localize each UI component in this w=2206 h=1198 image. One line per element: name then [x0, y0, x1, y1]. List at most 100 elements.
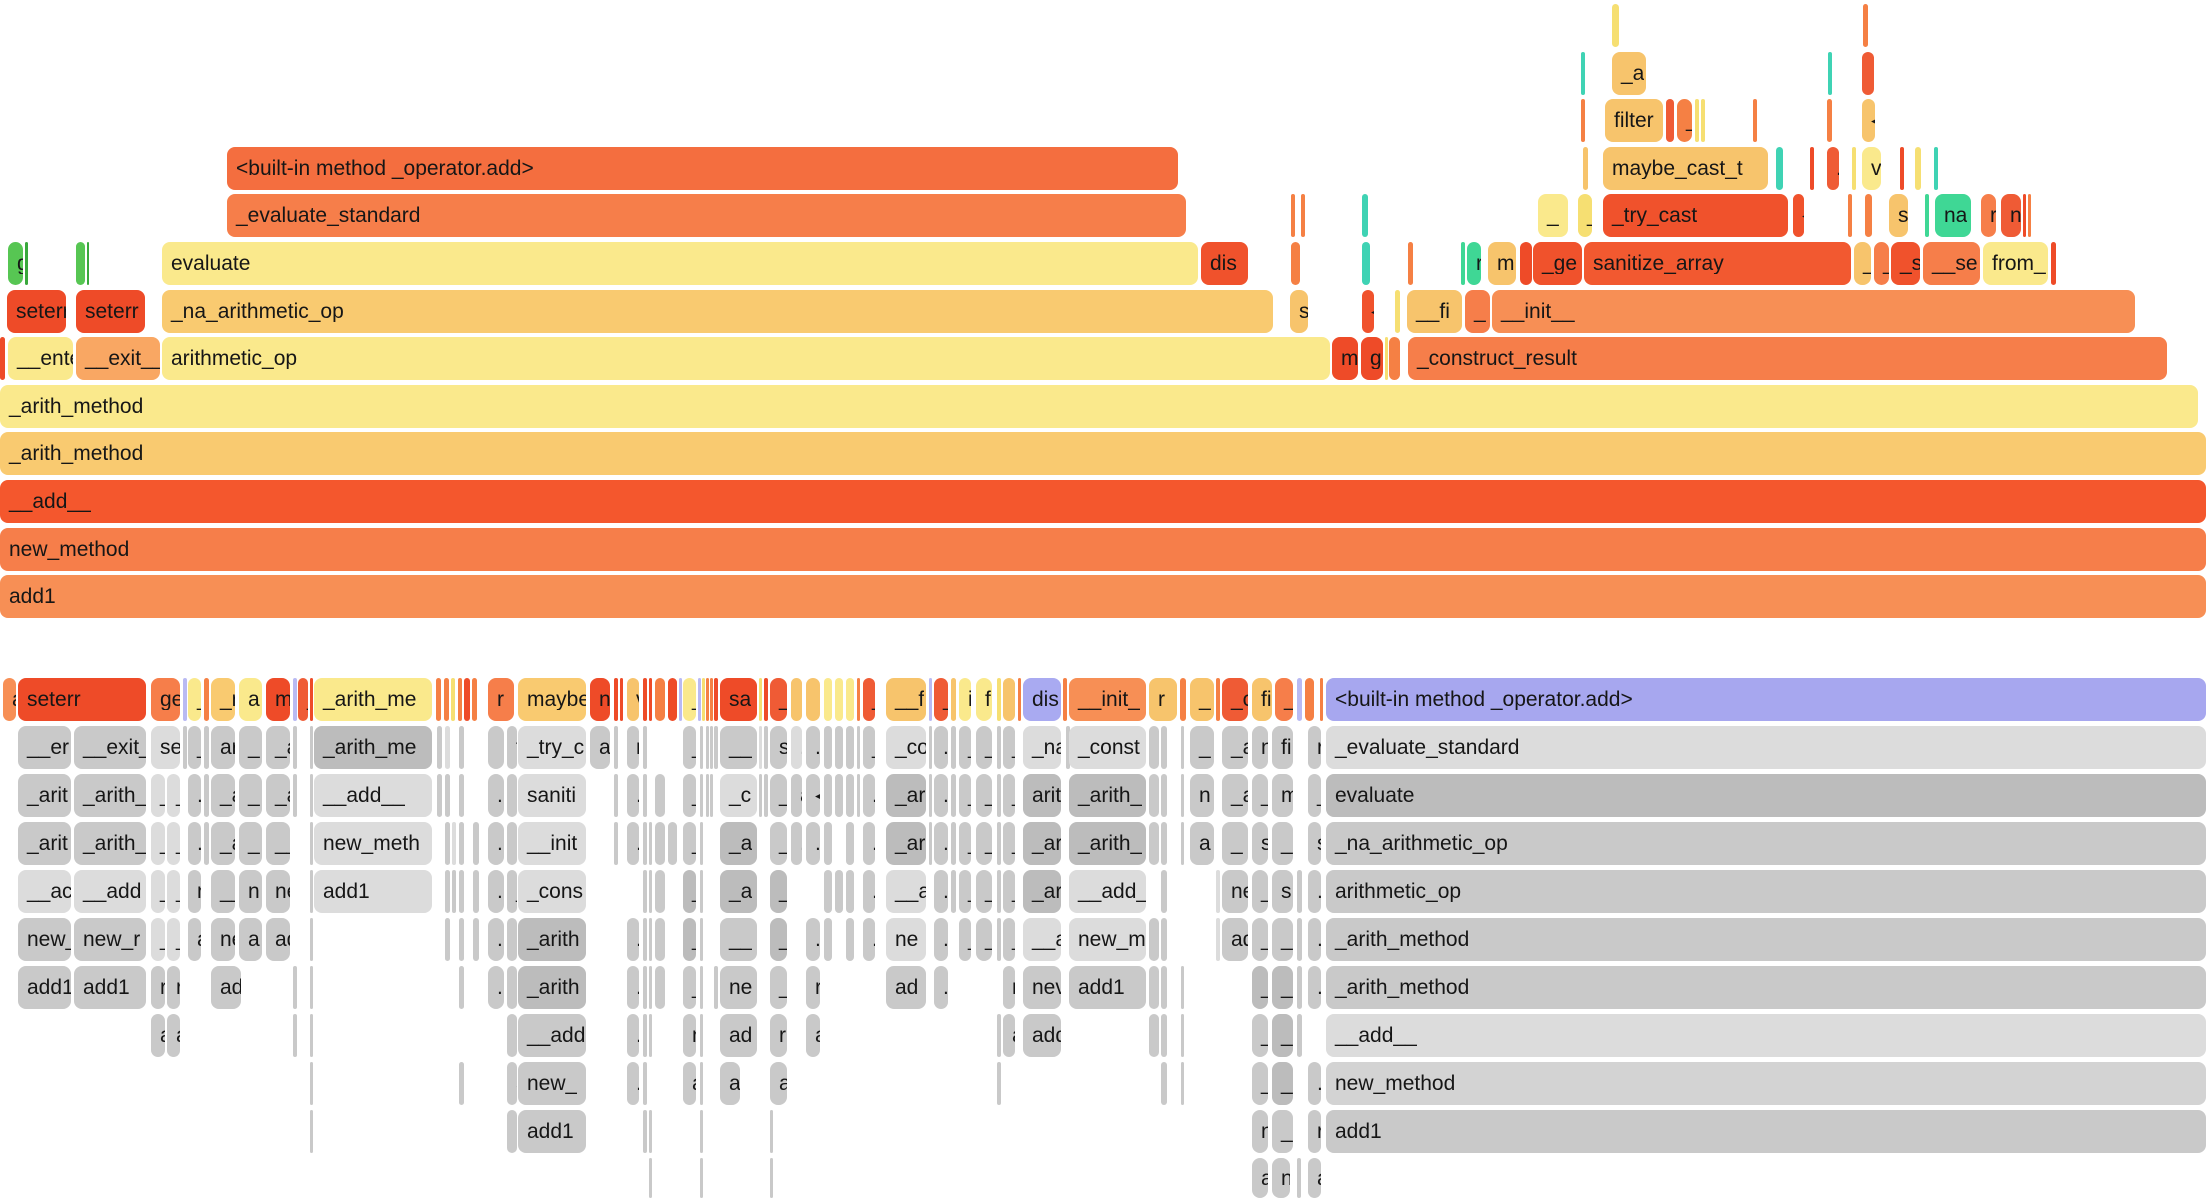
caller-frame-bar[interactable]: _arith — [518, 918, 586, 961]
caller-frame-bar[interactable]: _ — [239, 774, 262, 817]
caller-frame-bar[interactable]: v — [627, 678, 639, 721]
caller-frame-bar[interactable]: _cons — [518, 870, 586, 913]
caller-frame-bar[interactable]: maybe — [518, 678, 586, 721]
caller-frame-bar[interactable] — [445, 918, 450, 961]
flame-frame-bar[interactable]: g — [8, 242, 23, 285]
caller-frame-bar[interactable]: _ — [188, 678, 201, 721]
caller-frame-bar[interactable]: __ — [720, 726, 757, 769]
caller-frame-bar[interactable]: _ — [1003, 774, 1015, 817]
caller-frame-bar[interactable]: r — [1149, 678, 1177, 721]
caller-frame-bar[interactable] — [929, 822, 932, 865]
caller-frame-bar[interactable] — [806, 678, 820, 721]
caller-frame-bar[interactable]: new_ — [518, 1062, 586, 1105]
caller-frame-bar[interactable]: a — [770, 1062, 787, 1105]
caller-frame-bar[interactable]: add1 — [1326, 1110, 2206, 1153]
caller-frame-bar[interactable]: . — [627, 822, 639, 865]
caller-frame-bar[interactable] — [464, 678, 470, 721]
caller-frame-bar[interactable]: _a — [211, 822, 235, 865]
caller-frame-bar[interactable] — [1297, 918, 1302, 961]
caller-frame-bar[interactable]: _n — [211, 678, 235, 721]
caller-frame-bar[interactable]: dis — [1023, 678, 1061, 721]
caller-frame-bar[interactable]: __add — [74, 870, 146, 913]
flame-frame-bar[interactable] — [1852, 147, 1856, 190]
caller-frame-bar[interactable]: . — [835, 870, 843, 913]
caller-frame-bar[interactable]: _ — [863, 678, 875, 721]
caller-frame-bar[interactable]: s — [1308, 822, 1321, 865]
flame-frame-bar[interactable]: __exit__ — [76, 337, 160, 380]
caller-frame-bar[interactable]: a — [239, 678, 262, 721]
caller-frame-bar[interactable] — [997, 1014, 1001, 1057]
caller-frame-bar[interactable]: f — [976, 678, 992, 721]
caller-frame-bar[interactable] — [770, 1158, 773, 1198]
flame-frame-bar[interactable] — [1753, 99, 1757, 142]
caller-frame-bar[interactable]: _ — [959, 774, 971, 817]
caller-frame-bar[interactable]: _ — [824, 870, 832, 913]
caller-frame-bar[interactable]: __ — [266, 822, 290, 865]
caller-frame-bar[interactable]: __exit_ — [74, 726, 146, 769]
caller-frame-bar[interactable] — [857, 726, 860, 769]
caller-frame-bar[interactable] — [293, 726, 297, 769]
caller-frame-bar[interactable]: n — [239, 870, 262, 913]
caller-frame-bar[interactable]: _ — [1308, 774, 1321, 817]
caller-frame-bar[interactable]: . — [488, 870, 504, 913]
caller-frame-bar[interactable] — [643, 1014, 647, 1057]
flame-frame-bar[interactable]: _a — [1612, 52, 1646, 95]
caller-frame-bar[interactable] — [310, 822, 313, 865]
caller-frame-bar[interactable]: arithmetic_op — [1326, 870, 2206, 913]
flame-frame-bar[interactable] — [1666, 99, 1674, 142]
flame-frame-bar[interactable]: new_method — [0, 528, 2206, 571]
caller-frame-bar[interactable] — [445, 726, 450, 769]
caller-frame-bar[interactable]: __ — [211, 870, 235, 913]
caller-frame-bar[interactable]: s — [770, 726, 787, 769]
caller-frame-bar[interactable]: _ — [167, 822, 180, 865]
caller-frame-bar[interactable] — [649, 870, 652, 913]
caller-frame-bar[interactable]: _ — [1252, 918, 1268, 961]
caller-frame-bar[interactable]: r — [167, 966, 180, 1009]
caller-frame-bar[interactable] — [614, 726, 618, 769]
caller-frame-bar[interactable] — [183, 678, 187, 721]
caller-frame-bar[interactable]: a — [1252, 1158, 1268, 1198]
caller-frame-bar[interactable]: _arith_me — [314, 678, 432, 721]
caller-frame-bar[interactable]: . — [204, 822, 209, 865]
flame-frame-bar[interactable]: filter — [1605, 99, 1663, 142]
caller-frame-bar[interactable] — [614, 822, 618, 865]
caller-frame-bar[interactable]: a — [806, 1014, 820, 1057]
caller-frame-bar[interactable]: a — [1190, 822, 1214, 865]
flame-frame-bar[interactable] — [1925, 194, 1929, 237]
caller-frame-bar[interactable]: _ — [976, 870, 992, 913]
caller-frame-bar[interactable]: __er — [18, 726, 71, 769]
flame-frame-bar[interactable] — [0, 337, 5, 380]
caller-frame-bar[interactable] — [445, 822, 450, 865]
caller-frame-bar[interactable]: . — [835, 774, 843, 817]
caller-frame-bar[interactable]: _a — [1222, 774, 1248, 817]
caller-frame-bar[interactable]: _ — [683, 678, 696, 721]
caller-frame-bar[interactable] — [668, 822, 677, 865]
flame-frame-bar[interactable] — [1915, 147, 1921, 190]
caller-frame-bar[interactable] — [706, 774, 709, 817]
caller-frame-bar[interactable]: . — [934, 822, 948, 865]
caller-frame-bar[interactable]: saniti — [518, 774, 586, 817]
caller-frame-bar[interactable]: _ — [846, 678, 854, 721]
flame-frame-bar[interactable]: add1 — [0, 575, 2206, 618]
caller-frame-bar[interactable] — [997, 918, 1001, 961]
caller-frame-bar[interactable] — [649, 822, 652, 865]
caller-frame-bar[interactable] — [1297, 966, 1302, 1009]
caller-frame-bar[interactable]: _ — [507, 870, 517, 913]
caller-frame-bar[interactable]: _ — [1272, 1014, 1293, 1057]
caller-frame-bar[interactable] — [310, 918, 313, 961]
caller-frame-bar[interactable]: n — [507, 1014, 517, 1057]
caller-frame-bar[interactable]: ne — [720, 966, 757, 1009]
caller-frame-bar[interactable]: _ — [151, 774, 165, 817]
caller-frame-bar[interactable]: _ — [770, 870, 787, 913]
caller-frame-bar[interactable]: _ — [976, 726, 992, 769]
flame-frame-bar[interactable]: _arith_method — [0, 432, 2206, 475]
caller-frame-bar[interactable] — [1216, 678, 1220, 721]
flame-frame-bar[interactable]: arithmetic_op — [162, 337, 1330, 380]
flame-frame-bar[interactable] — [1291, 194, 1295, 237]
flame-frame-bar[interactable]: _na_arithmetic_op — [162, 290, 1273, 333]
caller-frame-bar[interactable] — [1181, 822, 1184, 865]
caller-frame-bar[interactable] — [714, 678, 718, 721]
caller-frame-bar[interactable] — [459, 966, 464, 1009]
flame-frame-bar[interactable] — [1701, 99, 1705, 142]
caller-frame-bar[interactable]: _a — [211, 774, 235, 817]
